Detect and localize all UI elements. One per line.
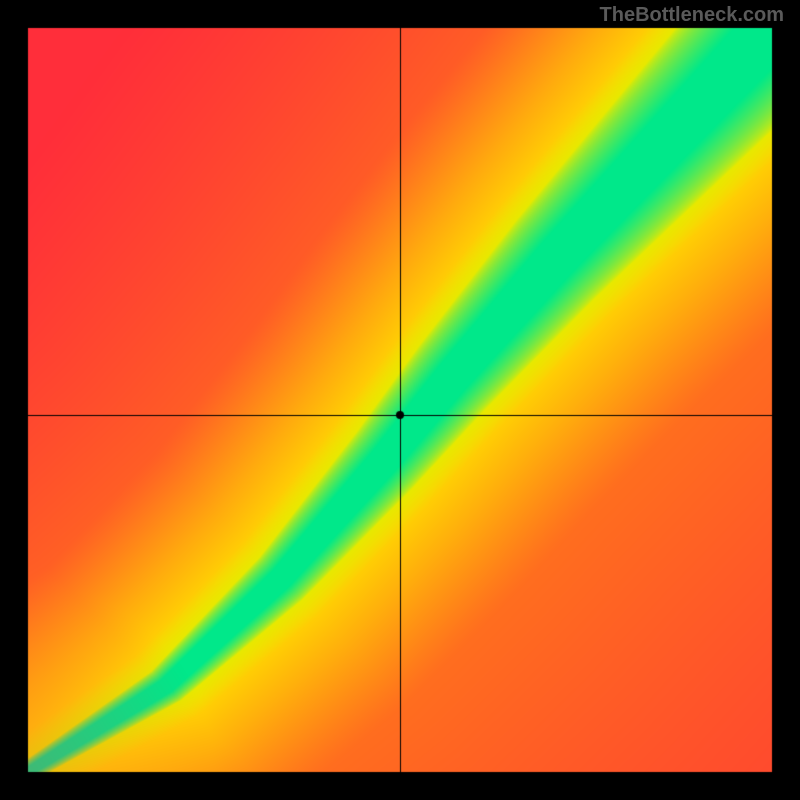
attribution-text: TheBottleneck.com — [600, 4, 784, 27]
heatmap-canvas — [0, 0, 800, 800]
chart-container: TheBottleneck.com — [0, 0, 800, 800]
